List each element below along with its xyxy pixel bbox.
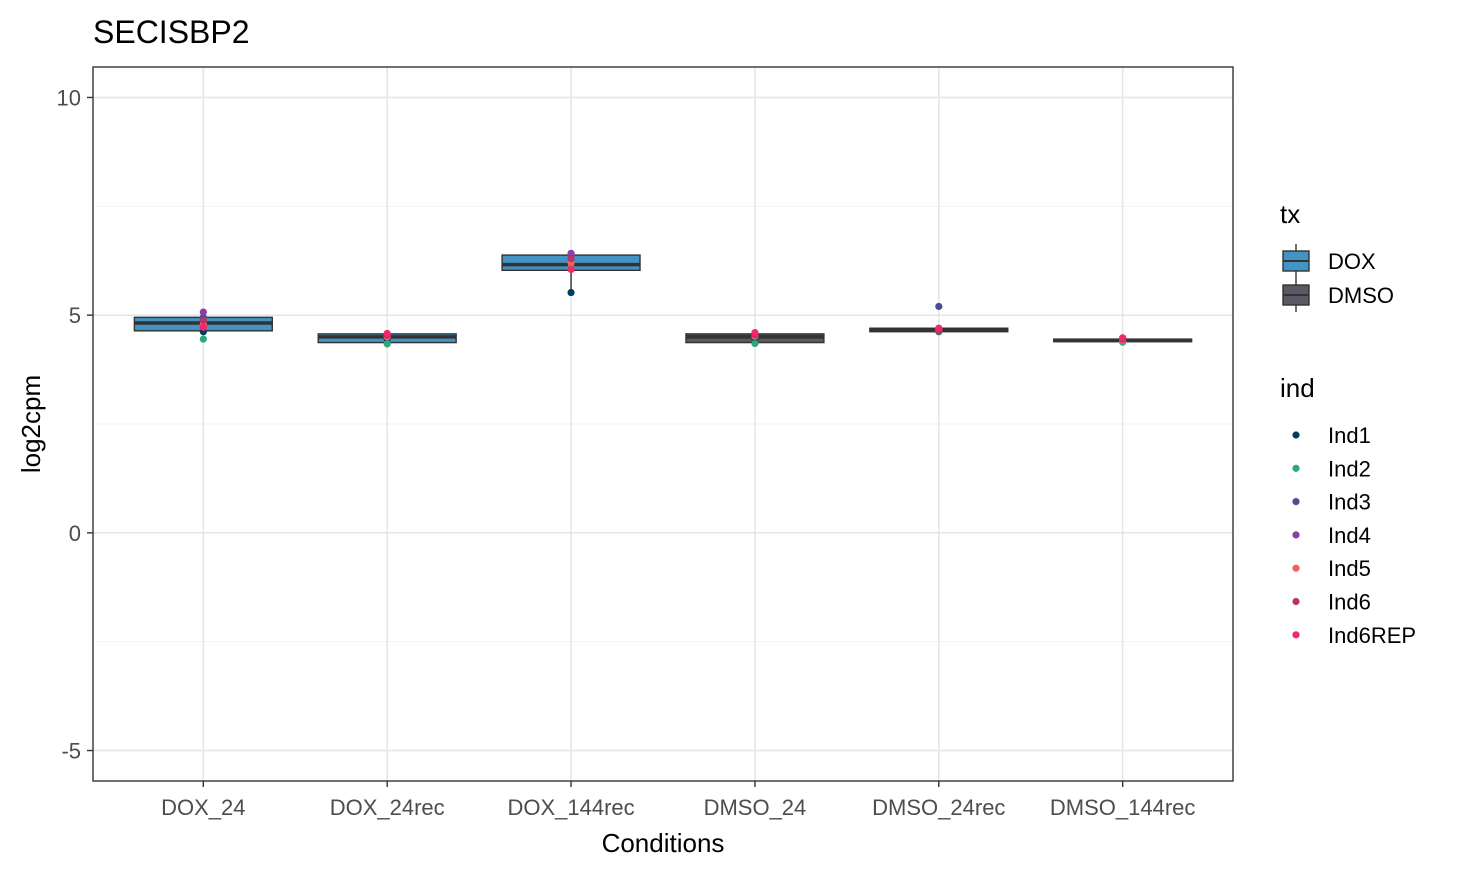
- y-tick-label: 10: [57, 85, 81, 110]
- legend-tx-title: tx: [1280, 199, 1300, 229]
- legend-key-point: [1292, 631, 1300, 639]
- legend-ind-label: Ind2: [1328, 456, 1371, 481]
- x-tick-label: DMSO_24rec: [872, 795, 1005, 820]
- y-axis: -5 0 5 10: [57, 85, 93, 764]
- x-tick-label: DMSO_144rec: [1050, 795, 1196, 820]
- point-Ind2: [383, 340, 391, 348]
- legend-ind-item: Ind4: [1292, 523, 1371, 548]
- legend-ind-label: Ind6REP: [1328, 623, 1416, 648]
- plot-border: [92, 66, 1234, 782]
- data-points: [199, 249, 1127, 348]
- point-Ind6REP: [199, 323, 207, 331]
- point-Ind4: [567, 249, 575, 257]
- point-Ind3: [935, 302, 943, 311]
- x-tick-label: DMSO_24: [704, 795, 807, 820]
- chart-title: SECISBP2: [93, 14, 250, 50]
- legend-tx-item: DOX: [1282, 244, 1376, 278]
- legend-ind-label: Ind4: [1328, 523, 1371, 548]
- legend-ind-item: Ind5: [1292, 556, 1371, 581]
- legend-key-point: [1292, 564, 1300, 572]
- point-Ind4: [199, 308, 207, 316]
- legend-tx: tx DOX DMSO: [1280, 199, 1394, 312]
- legend-key-point: [1292, 597, 1300, 606]
- point-Ind6REP: [383, 329, 391, 338]
- legend-key-point: [1292, 498, 1300, 506]
- point-Ind6: [199, 316, 207, 324]
- x-tick-label: DOX_24: [161, 795, 245, 820]
- legend-ind-label: Ind5: [1328, 556, 1371, 581]
- y-tick-label: 5: [69, 303, 81, 328]
- point-Ind6REP: [1119, 334, 1127, 342]
- y-axis-title: log2cpm: [16, 375, 46, 473]
- point-Ind2: [751, 339, 759, 348]
- legend-key-point: [1292, 431, 1300, 439]
- point-Ind2: [199, 335, 207, 343]
- x-tick-label: DOX_144rec: [507, 795, 634, 820]
- x-tick-label: DOX_24rec: [330, 795, 445, 820]
- y-tick-label: -5: [61, 739, 81, 764]
- legend-tx-item: DMSO: [1282, 278, 1394, 312]
- legend-ind-label: Ind6: [1328, 590, 1371, 615]
- legend-tx-label: DMSO: [1328, 283, 1394, 308]
- legend-ind-item: Ind3: [1292, 490, 1371, 515]
- legend-ind-title: ind: [1280, 373, 1315, 403]
- point-Ind6REP: [567, 265, 575, 274]
- legend-tx-label: DOX: [1328, 249, 1376, 274]
- y-tick-label: 0: [69, 521, 81, 546]
- point-Ind6REP: [751, 328, 759, 337]
- point-Ind6REP: [935, 324, 943, 332]
- legend-ind-label: Ind1: [1328, 423, 1371, 448]
- legend-ind-label: Ind3: [1328, 490, 1371, 515]
- legend-key-point: [1292, 531, 1300, 539]
- legend-key-point: [1292, 464, 1300, 472]
- point-Ind6: [567, 254, 575, 263]
- gridlines: [93, 67, 1233, 781]
- legend-ind-item: Ind2: [1292, 456, 1371, 481]
- legend-ind-item: Ind6REP: [1292, 623, 1416, 648]
- point-Ind1: [567, 288, 575, 297]
- legend-ind-item: Ind1: [1292, 423, 1371, 448]
- x-axis: DOX_24 DOX_24rec DOX_144rec DMSO_24 DMSO_24r…: [161, 781, 1195, 820]
- legend-ind: ind Ind1 Ind2 Ind3 Ind4 Ind5 Ind6 Ind6REP: [1280, 373, 1416, 648]
- x-axis-title: Conditions: [602, 828, 725, 858]
- legend-ind-item: Ind6: [1292, 590, 1371, 615]
